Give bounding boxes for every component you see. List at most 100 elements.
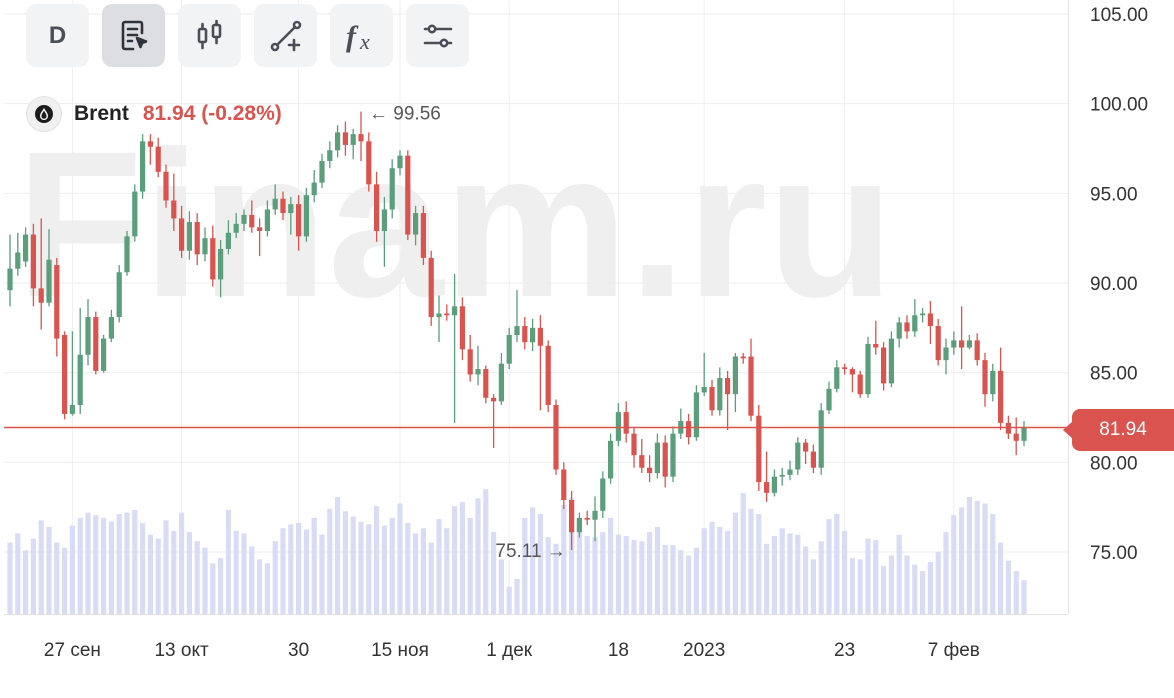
- y-tick-label: 100.00: [1090, 95, 1148, 116]
- candle-body: [530, 327, 536, 343]
- volume-bar: [319, 534, 325, 614]
- candle-body: [366, 141, 372, 185]
- candle-body: [951, 340, 957, 348]
- chart-type-button[interactable]: [178, 4, 241, 67]
- volume-bar: [69, 525, 75, 614]
- candle-body: [1013, 433, 1019, 441]
- candle-body: [319, 161, 325, 183]
- volume-bar: [725, 530, 731, 614]
- candle-body: [818, 410, 824, 468]
- candle-body: [475, 369, 481, 375]
- volume-bar: [530, 507, 536, 614]
- candle-body: [974, 340, 980, 361]
- candle-body: [514, 326, 520, 336]
- volume-bar: [615, 534, 621, 614]
- volume-bar: [740, 493, 746, 614]
- volume-bar: [381, 525, 387, 614]
- candle-body: [296, 204, 302, 237]
- sliders-icon: [423, 24, 452, 47]
- volume-bar: [569, 498, 575, 614]
- candle-body: [46, 259, 52, 303]
- indicators-button[interactable]: f x: [330, 4, 393, 67]
- volume-bar: [1005, 560, 1011, 614]
- volume-bar: [116, 513, 122, 614]
- candle-body: [280, 198, 286, 214]
- volume-bar: [537, 513, 543, 614]
- candle-body: [358, 134, 364, 142]
- volume-bar: [998, 542, 1004, 614]
- candle-body: [1021, 427, 1027, 441]
- volume-bar: [498, 559, 504, 614]
- y-tick-label: 95.00: [1090, 184, 1138, 205]
- volume-bar: [826, 519, 832, 614]
- volume-bar: [764, 543, 770, 614]
- volume-bar: [467, 517, 473, 614]
- volume-bar: [904, 555, 910, 614]
- volume-bar: [413, 533, 419, 614]
- candle-body: [124, 236, 130, 273]
- candle-body: [873, 343, 879, 348]
- candle-body: [93, 317, 99, 371]
- volume-bar: [631, 539, 637, 614]
- volume-bar: [896, 534, 902, 614]
- candle-body: [600, 478, 606, 511]
- volume-bar: [686, 555, 692, 614]
- candle-body: [15, 252, 21, 269]
- volume-bar: [803, 546, 809, 614]
- volume-bar: [140, 523, 146, 614]
- drawing-tools-button[interactable]: [102, 4, 165, 67]
- settings-button[interactable]: [406, 4, 469, 67]
- candle-body: [803, 442, 809, 452]
- y-tick-label: 80.00: [1090, 453, 1138, 474]
- candle-body: [771, 476, 777, 493]
- x-axis-labels: 27 сен 13 окт 30 15 ноя 1 дек 18 2023 23 7 фев: [44, 640, 980, 661]
- volume-bar: [623, 536, 629, 614]
- volume-bar: [108, 521, 114, 614]
- candle-body: [311, 182, 317, 196]
- volume-bar: [155, 538, 161, 614]
- candle-body: [202, 238, 208, 255]
- x-tick-label: 13 окт: [154, 640, 209, 661]
- svg-text:x: x: [359, 29, 370, 54]
- volume-bar: [732, 512, 738, 614]
- candle-body: [615, 412, 621, 441]
- candle-body: [272, 198, 278, 210]
- volume-bar: [920, 571, 926, 614]
- price-change: 81.94 (-0.28%): [142, 102, 282, 125]
- volume-bar: [561, 504, 567, 614]
- trendline-plus-icon: [270, 20, 301, 51]
- volume-bar: [124, 512, 130, 614]
- volume-bar: [717, 526, 723, 614]
- volume-bar: [147, 534, 153, 614]
- candle-body: [935, 326, 941, 361]
- volume-bar: [54, 542, 60, 614]
- candle-body: [108, 317, 114, 339]
- candle-body: [732, 356, 738, 395]
- x-tick-label: 30: [288, 640, 309, 661]
- low-price-label: 75.11 →: [495, 541, 565, 562]
- candle-body: [335, 132, 341, 151]
- trendline-button[interactable]: [254, 4, 317, 67]
- candle-body: [77, 354, 83, 405]
- candle-body: [717, 378, 723, 411]
- volume-bar: [30, 538, 36, 614]
- candle-body: [233, 223, 239, 233]
- volume-bar: [584, 536, 590, 614]
- candle-body: [569, 499, 575, 533]
- volume-bar: [491, 532, 497, 614]
- volume-bars: [7, 489, 1027, 614]
- interval-button[interactable]: D: [26, 4, 89, 67]
- volume-bar: [592, 537, 598, 614]
- svg-text:f: f: [346, 20, 359, 53]
- volume-bar: [358, 521, 364, 614]
- candle-body: [342, 132, 348, 145]
- volume-bar: [881, 565, 887, 614]
- candle-body: [686, 421, 692, 438]
- volume-bar: [1021, 580, 1027, 614]
- volume-bar: [280, 528, 286, 614]
- y-axis-labels: 105.00 100.00 95.00 90.00 85.00 80.00 75.00: [1090, 5, 1148, 564]
- volume-bar: [701, 528, 707, 614]
- volume-bar: [647, 532, 653, 614]
- volume-bar: [553, 543, 559, 614]
